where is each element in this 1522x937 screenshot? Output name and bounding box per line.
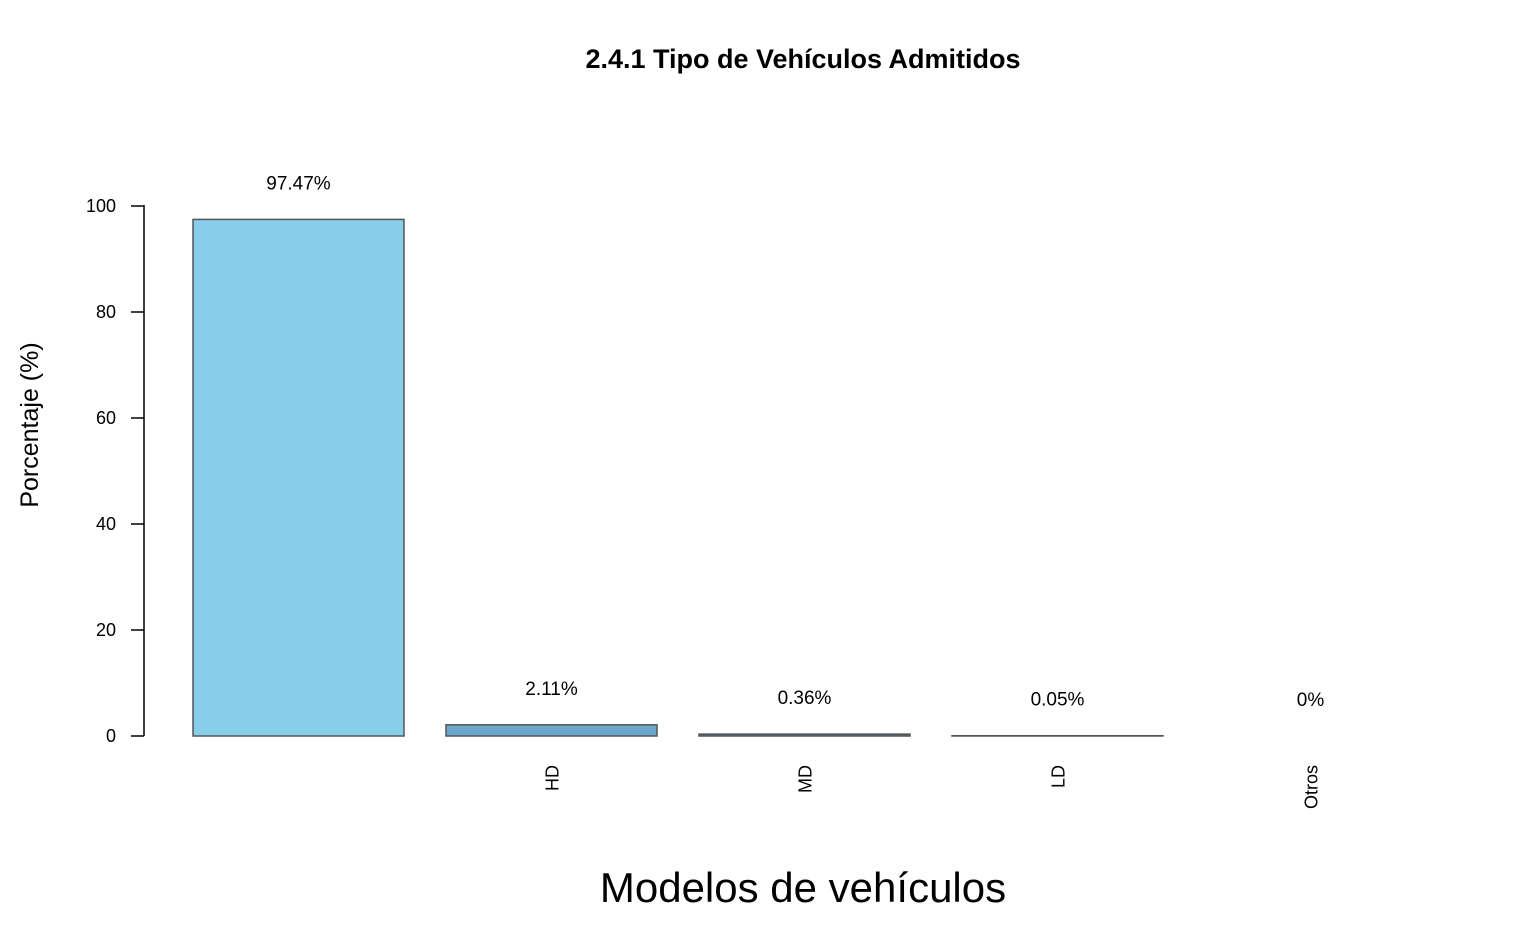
bar (192, 218, 405, 737)
y-axis-ticks: 0 20 40 60 80 100 (86, 196, 144, 746)
category-labels-group: HD MD LD Otros (543, 765, 1322, 809)
y-tick-label: 0 (106, 726, 116, 746)
category-label: Otros (1302, 765, 1322, 809)
bar (698, 733, 911, 737)
bar (445, 724, 658, 737)
y-tick-label: 20 (96, 620, 116, 640)
y-tick-label: 80 (96, 302, 116, 322)
y-tick-label: 100 (86, 196, 116, 216)
y-tick-label: 40 (96, 514, 116, 534)
chart-title: 2.4.1 Tipo de Vehículos Admitidos (585, 44, 1020, 74)
data-labels-group: 97.47% 2.11% 0.36% 0.05% 0% (266, 173, 1324, 711)
bar-data-label: 0.05% (1031, 690, 1085, 711)
category-label: MD (796, 765, 816, 793)
bar-data-label: 2.11% (525, 679, 578, 700)
bars-group (192, 218, 1164, 737)
x-axis-label: Modelos de vehículos (600, 864, 1006, 911)
category-label: HD (543, 765, 563, 791)
bar-data-label: 97.47% (266, 173, 331, 194)
y-tick-label: 60 (96, 408, 116, 428)
category-label: LD (1049, 765, 1069, 788)
y-axis-label: Porcentaje (%) (16, 342, 44, 507)
bar-data-label: 0% (1297, 690, 1325, 711)
bar-data-label: 0.36% (778, 688, 832, 709)
